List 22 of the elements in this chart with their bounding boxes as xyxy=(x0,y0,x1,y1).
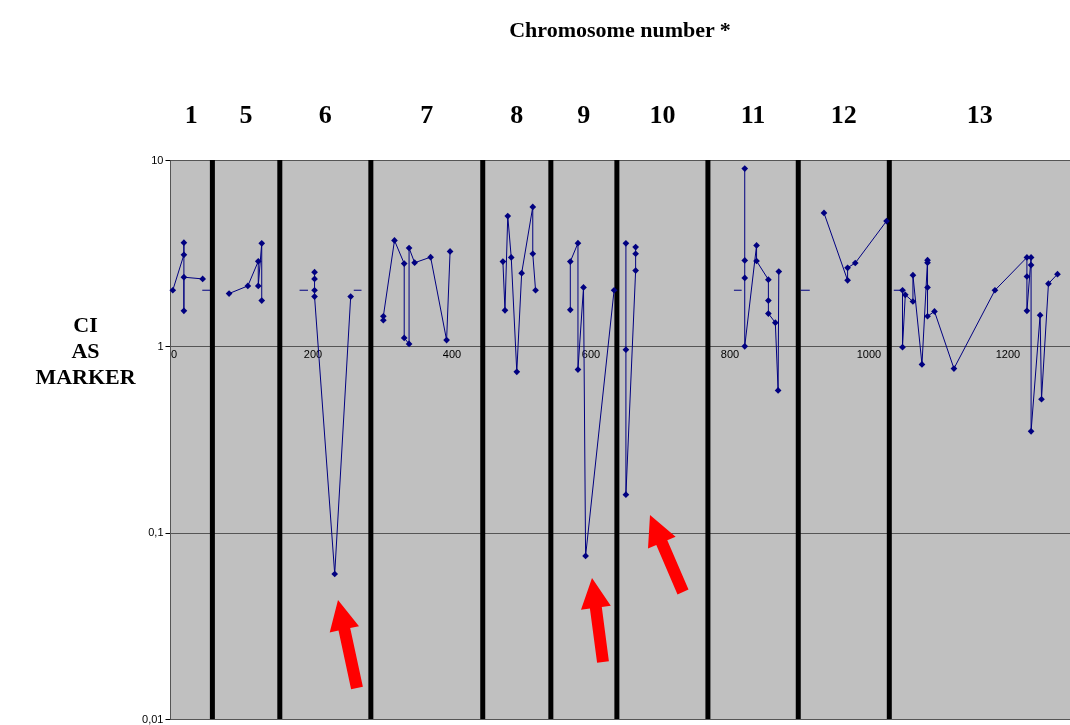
x-tick-label: 1200 xyxy=(995,347,1021,360)
text: 1 xyxy=(184,100,198,129)
y-tick-label: 0,01 xyxy=(142,712,164,725)
x-tick-label: 0 xyxy=(170,347,178,360)
text: 8 xyxy=(510,100,524,129)
text: 5 xyxy=(239,100,253,129)
y-tick-label: 1 xyxy=(157,339,164,352)
text: 9 xyxy=(577,100,591,129)
y-axis-title: CI AS MARKER xyxy=(35,311,137,389)
chart-title: Chromosome number * xyxy=(509,17,731,42)
text: 11 xyxy=(740,100,766,129)
y-tick-label: 0,1 xyxy=(148,526,164,539)
text: 10 xyxy=(649,100,676,129)
y-tick-label: 10 xyxy=(151,153,164,166)
text: 13 xyxy=(966,100,993,129)
x-tick-label: 800 xyxy=(720,347,740,360)
text: 12 xyxy=(830,100,857,129)
x-tick-label: 400 xyxy=(442,347,462,360)
x-tick-label: 1000 xyxy=(856,347,882,360)
text: 6 xyxy=(318,100,332,129)
x-tick-label: 600 xyxy=(581,347,601,360)
text: 7 xyxy=(420,100,434,129)
